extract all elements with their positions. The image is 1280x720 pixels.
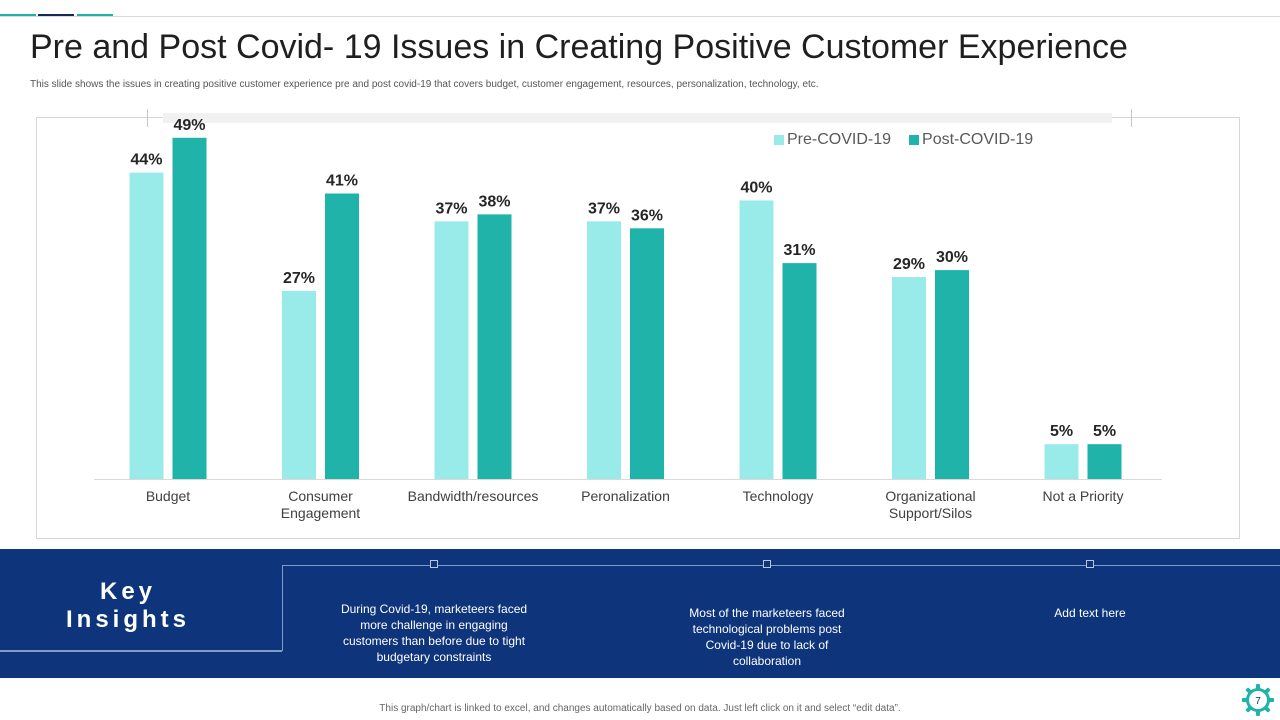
key-insights-heading-line2: Insights bbox=[65, 606, 190, 633]
chart-top-strip bbox=[163, 113, 1112, 123]
x-tick-label-2: Bandwidth/resources bbox=[408, 488, 539, 504]
legend-label-post: Post-COVID-19 bbox=[922, 131, 1034, 148]
accent-bar-1 bbox=[0, 14, 36, 17]
page-subtitle: This slide shows the issues in creating … bbox=[30, 79, 819, 90]
data-label-pre-3: 37% bbox=[588, 200, 620, 217]
insights-band bbox=[0, 549, 1280, 678]
data-label-pre-1: 27% bbox=[283, 270, 315, 287]
data-label-pre-2: 37% bbox=[435, 200, 467, 217]
legend-item-post: Post-COVID-19 bbox=[909, 131, 1033, 149]
insights-connector-vertical bbox=[282, 565, 283, 651]
data-label-pre-5: 29% bbox=[893, 256, 925, 273]
insight-marker-3 bbox=[1086, 560, 1094, 568]
accent-bar-3 bbox=[77, 14, 113, 17]
page-title: Pre and Post Covid- 19 Issues in Creatin… bbox=[30, 28, 1128, 66]
legend-swatch-pre bbox=[774, 135, 784, 145]
x-tick-label-0: Budget bbox=[146, 488, 190, 504]
data-label-post-4: 31% bbox=[783, 242, 815, 259]
bar-pre-5[interactable] bbox=[892, 277, 926, 479]
data-label-post-2: 38% bbox=[478, 193, 510, 210]
bar-post-3[interactable] bbox=[630, 228, 664, 479]
bar-pre-0[interactable] bbox=[129, 172, 164, 479]
accent-bar-2 bbox=[38, 14, 74, 17]
data-label-pre-0: 44% bbox=[130, 152, 162, 169]
bar-post-2[interactable] bbox=[477, 214, 512, 479]
data-label-post-3: 36% bbox=[631, 207, 663, 224]
bar-pre-4[interactable] bbox=[739, 200, 774, 480]
x-tick-label-6: Not a Priority bbox=[1043, 488, 1124, 504]
data-label-pre-4: 40% bbox=[740, 179, 772, 196]
data-label-post-0: 49% bbox=[173, 117, 205, 134]
x-tick-label-3: Peronalization bbox=[581, 488, 670, 504]
page-number: 7 bbox=[1255, 696, 1261, 707]
bar-post-5[interactable] bbox=[935, 270, 969, 479]
legend-label-pre: Pre-COVID-19 bbox=[787, 131, 892, 148]
data-label-post-1: 41% bbox=[326, 172, 358, 189]
bar-pre-1[interactable] bbox=[282, 290, 316, 479]
footer-note: This graph/chart is linked to excel, and… bbox=[379, 703, 901, 714]
legend-swatch-post bbox=[909, 135, 920, 145]
insight-text-2: Most of the marketeers faced technologic… bbox=[689, 606, 845, 668]
insight-text-3: Add text here bbox=[1054, 606, 1126, 620]
bar-post-1[interactable] bbox=[325, 193, 359, 479]
insights-connector-line bbox=[282, 565, 1280, 566]
key-insights-box bbox=[0, 549, 282, 652]
gear-icon: 7 bbox=[1242, 684, 1274, 716]
bar-post-6[interactable] bbox=[1087, 444, 1122, 479]
data-label-post-6: 5% bbox=[1093, 423, 1116, 440]
bar-pre-3[interactable] bbox=[587, 221, 621, 479]
key-insights-heading: Key Insights bbox=[30, 578, 226, 634]
insight-marker-1 bbox=[430, 560, 438, 568]
x-tick-label-4: Technology bbox=[743, 488, 814, 504]
insight-text-1: During Covid-19, marketeers faced more c… bbox=[340, 602, 528, 664]
legend-item-pre: Pre-COVID-19 bbox=[774, 131, 891, 149]
frame-bracket-left bbox=[147, 109, 152, 127]
key-insights-heading-line1: Key bbox=[99, 578, 157, 605]
bar-post-0[interactable] bbox=[172, 137, 207, 480]
bar-pre-2[interactable] bbox=[434, 221, 469, 479]
frame-bracket-right bbox=[1127, 109, 1132, 127]
data-label-pre-6: 5% bbox=[1050, 423, 1073, 440]
data-label-post-5: 30% bbox=[936, 249, 968, 266]
insight-marker-2 bbox=[763, 560, 771, 568]
x-tick-label-1: Consumer Engagement bbox=[281, 488, 361, 521]
bar-pre-6[interactable] bbox=[1044, 444, 1079, 479]
chart-legend: Pre-COVID-19 Post-COVID-19 bbox=[774, 131, 1051, 149]
bar-post-4[interactable] bbox=[782, 263, 817, 479]
header-divider bbox=[0, 16, 1280, 17]
x-tick-label-5: Organizational Support/Silos bbox=[885, 488, 975, 521]
